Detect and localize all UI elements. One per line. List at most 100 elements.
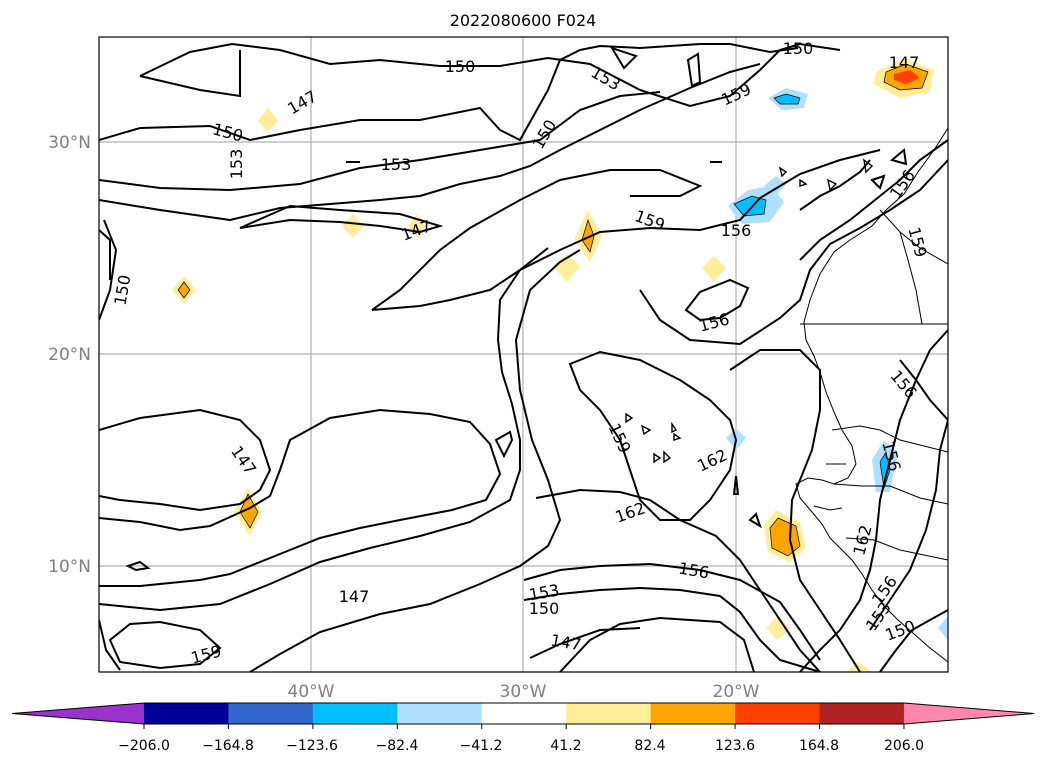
- colorbar-tick-label: 164.8: [799, 738, 839, 754]
- contour-156: [249, 249, 581, 672]
- contour-156: [799, 159, 871, 211]
- colorbar-segment: [650, 703, 736, 724]
- contour-162: [799, 329, 948, 672]
- contour-156: [879, 609, 948, 672]
- lon-label-30w: 30°W: [500, 682, 547, 702]
- patch-positive: [702, 256, 726, 282]
- contour-closed: [889, 148, 908, 166]
- contour-156: [869, 419, 948, 631]
- island-cape-verde: [653, 452, 662, 464]
- border-guinea-bissau: [813, 505, 843, 511]
- contour-153: [99, 91, 661, 192]
- colorbar-tick-label: −123.6: [286, 738, 338, 754]
- patch-negative: [764, 176, 786, 196]
- contour-156: [99, 619, 121, 671]
- lat-label-10n: 10°N: [48, 557, 91, 577]
- map-area: 150 153 147 150 150 147 150 153 153 147 …: [98, 36, 949, 673]
- colorbar-tick-label: 123.6: [715, 738, 755, 754]
- island-cape-verde: [625, 412, 634, 424]
- axis-labels: 30°N 20°N 10°N 40°W 30°W 20°W: [48, 133, 760, 702]
- map-title: 2022080600 F024: [450, 11, 597, 30]
- contour-156: [639, 159, 948, 346]
- colorbar-tick-label: 82.4: [634, 738, 665, 754]
- contour-156: [684, 278, 750, 322]
- contour-156: [535, 488, 821, 672]
- colorbar-tick-label: −164.8: [202, 738, 254, 754]
- patch-positive: [342, 214, 364, 238]
- colorbar-segment: [819, 703, 905, 724]
- patch-positive-max: [894, 70, 920, 84]
- patch-negative: [938, 616, 948, 640]
- contour-closed: [686, 52, 702, 88]
- contour-label: 147: [339, 587, 370, 606]
- colorbar-segment: [312, 703, 398, 724]
- contour-closed: [748, 512, 762, 529]
- colorbar: −206.0 −164.8 −123.6 −82.4 −41.2 41.2 82…: [11, 702, 1035, 754]
- contour-closed: [732, 475, 740, 495]
- contour-147: [239, 204, 444, 234]
- contour-159: [371, 149, 881, 311]
- colorbar-tick-label: 41.2: [550, 738, 581, 754]
- contour-156: [371, 169, 703, 311]
- colorbar-segment: [144, 703, 229, 724]
- colorbar-segment: [397, 703, 483, 724]
- contour-label: 153: [381, 155, 412, 174]
- contour-150: [99, 219, 118, 321]
- border-algeria: [899, 231, 923, 325]
- colorbar-segment: [735, 703, 821, 724]
- colorbar-tick-label: −206.0: [118, 738, 170, 754]
- contour-147: [559, 616, 755, 672]
- colorbar-tick-label: −41.2: [460, 738, 503, 754]
- border-senegal: [831, 425, 948, 453]
- patch-positive: [258, 108, 278, 132]
- contour-closed: [125, 560, 151, 572]
- colorbar-tick-label: −82.4: [376, 738, 419, 754]
- contour-147: [529, 627, 641, 659]
- colorbar-tick-label: 206.0: [884, 738, 924, 754]
- contour-162: [729, 349, 861, 672]
- contour-150: [99, 43, 799, 142]
- contour-150: [99, 229, 111, 280]
- contour-label: 150: [783, 39, 814, 58]
- coastlines: [795, 127, 948, 663]
- contour-153: [523, 562, 821, 661]
- patch-positive: [846, 662, 872, 672]
- colorbar-segment: [903, 703, 1034, 724]
- contour-159: [108, 620, 222, 670]
- contour-closed: [870, 174, 886, 190]
- contour-150: [99, 408, 502, 587]
- island-canary: [827, 178, 838, 192]
- contour-label: 156: [721, 221, 752, 240]
- lat-label-30n: 30°N: [48, 133, 91, 153]
- colorbar-ticks: [143, 724, 905, 729]
- island-cape-verde: [663, 450, 672, 464]
- contour-153: [99, 247, 549, 612]
- border-morocco: [879, 209, 948, 265]
- contour-150: [139, 50, 241, 98]
- colorbar-tick-labels: −206.0 −164.8 −123.6 −82.4 −41.2 41.2 82…: [118, 738, 924, 754]
- contour-147: [99, 408, 272, 512]
- colorbar-segment: [566, 703, 652, 724]
- contour-closed: [609, 46, 638, 70]
- contour-lines: [99, 42, 948, 672]
- island-canary: [778, 166, 788, 178]
- border-sierra-leone: [845, 537, 948, 561]
- map-frame: [98, 36, 949, 673]
- shading-outlines: [177, 63, 929, 557]
- island-canary: [799, 178, 808, 187]
- colorbar-segments: [11, 702, 1035, 725]
- contour-159: [568, 350, 738, 521]
- colorbar-segment: [481, 703, 567, 724]
- coastline-west-africa: [795, 127, 948, 663]
- colorbar-segment: [12, 703, 144, 724]
- contour-150: [139, 42, 841, 108]
- island-cape-verde: [640, 424, 652, 436]
- contour-156: [799, 139, 948, 261]
- contour-closed: [494, 430, 514, 459]
- lat-label-20n: 20°N: [48, 345, 91, 365]
- contour-label: 150: [529, 599, 560, 618]
- contour-150: [523, 586, 821, 672]
- island-cape-verde: [673, 432, 682, 441]
- contour-156: [899, 359, 948, 421]
